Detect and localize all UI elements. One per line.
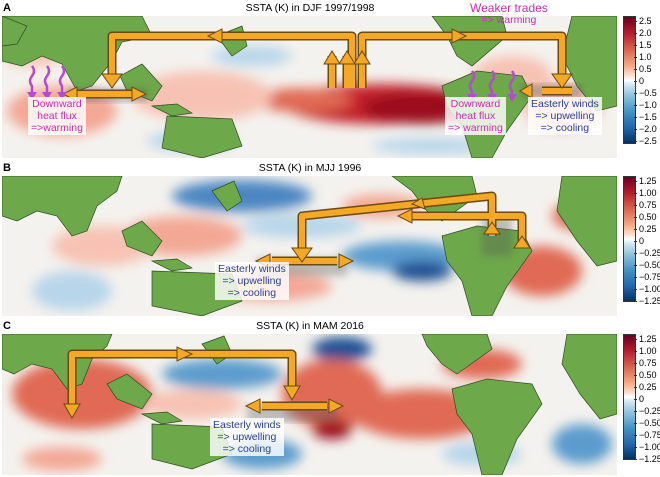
colorbar-tick: −0.25 [634, 406, 660, 416]
sst-anomaly-map [2, 176, 617, 316]
panel-b: B SSTA (K) in MJJ 1996 [0, 162, 660, 320]
panel-title: SSTA (K) in DJF 1997/1998 [245, 2, 375, 14]
colorbar-tick: 0 [633, 236, 645, 246]
easterly-winds-label: Easterly winds => upwelling => cooling [528, 97, 602, 135]
colorbar-tick: −0.75 [634, 430, 660, 440]
land-masses [2, 176, 617, 316]
colorbar-tick: 0.50 [634, 370, 657, 380]
colorbar-tick: −1.00 [634, 284, 660, 294]
colorbar-tick: 0 [633, 76, 645, 86]
colorbar [623, 334, 636, 460]
easterly-winds-label: Easterly winds => upwelling => cooling [210, 418, 284, 456]
map-svg [2, 334, 617, 475]
easterly-winds-label: Easterly winds => upwelling => cooling [215, 262, 289, 300]
colorbar [623, 16, 636, 144]
colorbar-tick: −1.00 [634, 442, 660, 452]
panel-c: C SSTA (K) in MAM 2016 [0, 320, 660, 477]
panel-title: SSTA (K) in MAM 2016 [256, 320, 364, 332]
sst-anomaly-map [2, 16, 617, 158]
colorbar-tick: 0.25 [634, 382, 657, 392]
map-svg [2, 176, 617, 316]
colorbar-tick: −0.25 [634, 248, 660, 258]
colorbar-tick: −2.5 [634, 136, 657, 146]
colorbar-tick: 1.5 [634, 40, 652, 50]
colorbar-tick: 0.75 [634, 200, 657, 210]
arrow-heads [63, 346, 345, 420]
colorbar-tick: 1.00 [634, 188, 657, 198]
colorbar-tick: 2.5 [634, 16, 652, 26]
colorbar-tick: −1.25 [634, 454, 660, 464]
colorbar-tick: 0.50 [634, 212, 657, 222]
heat-flux-east-label: Downward heat flux => warming [445, 97, 506, 135]
colorbar-tick: 0.5 [634, 64, 652, 74]
colorbar-tick: −0.5 [634, 88, 657, 98]
sst-anomaly-map [2, 334, 617, 475]
colorbar-tick: 1.25 [634, 334, 657, 344]
colorbar-tick: −0.50 [634, 418, 660, 428]
map-svg [2, 16, 617, 158]
heat-flux-west-label: Downward heat flux =>warming [28, 97, 86, 135]
colorbar-tick: −1.0 [634, 100, 657, 110]
colorbar-tick: 2.0 [634, 28, 652, 38]
panel-letter: B [3, 162, 11, 174]
colorbar [623, 176, 636, 302]
colorbar-tick: 1.0 [634, 52, 652, 62]
colorbar-tick: 0.25 [634, 224, 657, 234]
colorbar-tick: −0.75 [634, 272, 660, 282]
colorbar-tick: −1.25 [634, 296, 660, 306]
colorbar-tick: −2.0 [634, 124, 657, 134]
colorbar-tick: 1.25 [634, 176, 657, 186]
weaker-trades-label: Weaker trades => warming [470, 1, 548, 26]
colorbar-tick: 0 [633, 394, 645, 404]
heat-flux-squiggle-icon [28, 65, 516, 97]
colorbar-tick: 1.00 [634, 346, 657, 356]
sst-anomaly-field [12, 337, 612, 471]
panel-title: SSTA (K) in MJJ 1996 [258, 162, 362, 174]
colorbar-tick: −0.50 [634, 260, 660, 270]
colorbar-tick: −1.5 [634, 112, 657, 122]
colorbar-tick: 0.75 [634, 358, 657, 368]
panel-letter: A [3, 2, 11, 14]
panel-letter: C [3, 320, 11, 332]
arrow-heads [254, 197, 531, 269]
panel-a: A SSTA (K) in DJF 1997/1998 [0, 2, 660, 160]
